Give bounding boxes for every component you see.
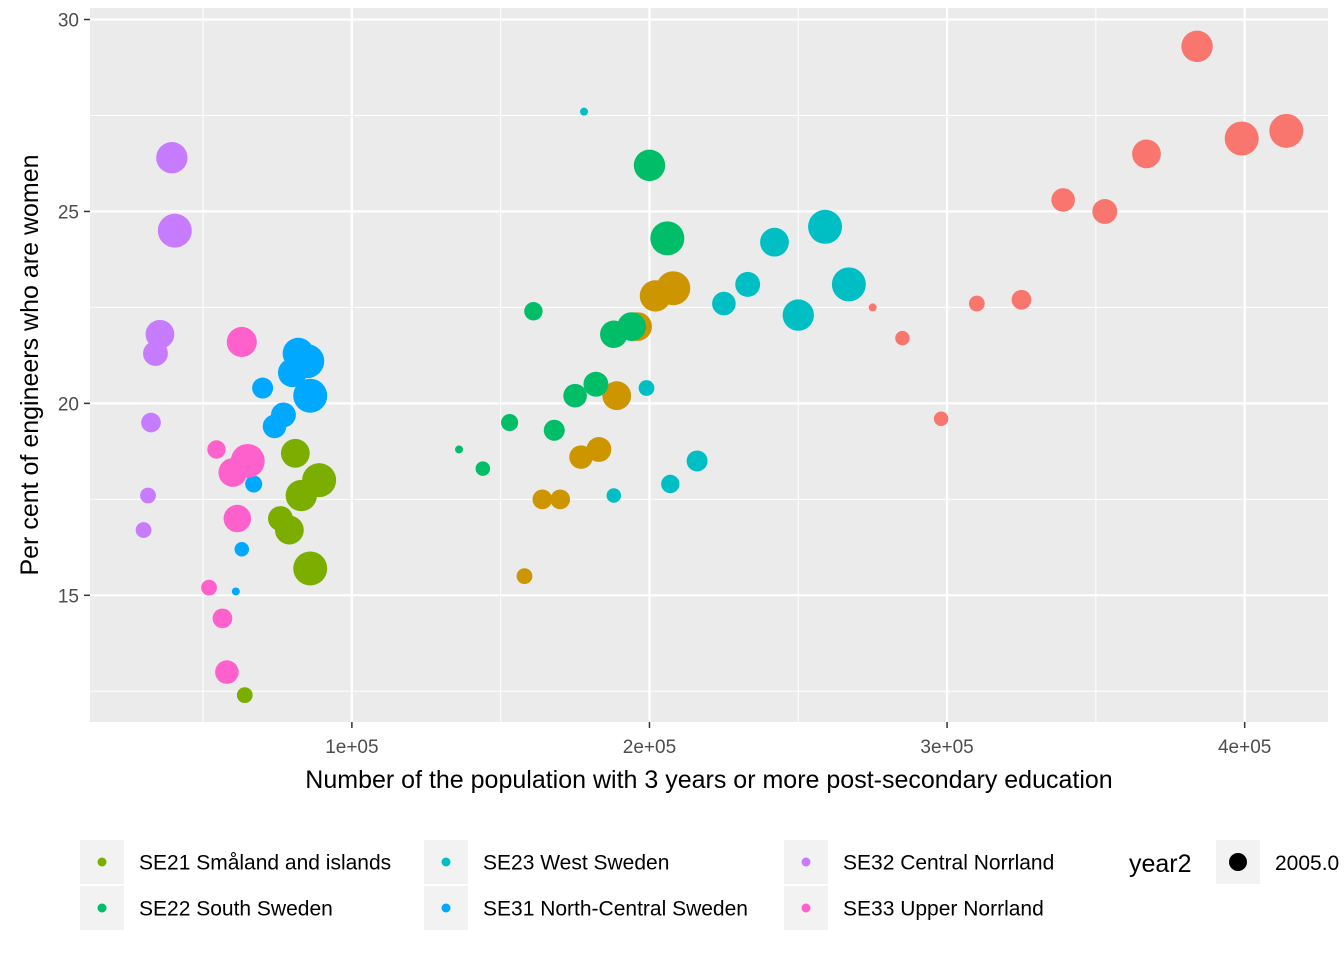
y-tick-label: 20 xyxy=(58,394,79,415)
legend-swatch-se23 xyxy=(441,857,451,867)
legend-swatch-se32 xyxy=(801,857,811,867)
data-point-se32 xyxy=(156,142,188,174)
data-point-se23 xyxy=(686,450,708,472)
data-point-se33 xyxy=(212,608,233,629)
data-point-se11 xyxy=(933,411,949,426)
data-point-se31 xyxy=(293,378,328,413)
data-point-se23 xyxy=(831,267,866,302)
size-legend-swatch xyxy=(1229,853,1247,871)
data-point-se21 xyxy=(302,463,337,498)
legend-label-se31: SE31 North-Central Sweden xyxy=(483,898,748,921)
y-axis-title: Per cent of engineers who are women xyxy=(16,154,44,575)
data-point-se23 xyxy=(782,299,814,331)
legend-swatch-se21 xyxy=(97,857,107,867)
data-point-se11 xyxy=(1011,289,1032,310)
legend-swatch-se31 xyxy=(441,903,451,913)
data-point-se23 xyxy=(808,209,843,244)
data-point-se33 xyxy=(226,326,257,358)
data-point-se33 xyxy=(223,504,252,533)
data-point-se11 xyxy=(868,303,877,312)
data-point-se31 xyxy=(290,344,325,379)
data-point-se21 xyxy=(236,687,253,704)
data-point-se31 xyxy=(234,542,250,557)
data-point-se11 xyxy=(1181,30,1213,63)
data-point-se22 xyxy=(455,445,464,454)
data-point-se11 xyxy=(1132,139,1161,169)
data-point-se32 xyxy=(141,412,161,433)
data-point-se11 xyxy=(968,295,985,312)
data-point-se31 xyxy=(270,402,296,428)
legend-label-se32: SE32 Central Norrland xyxy=(843,852,1054,875)
data-point-se31 xyxy=(231,587,240,596)
data-point-se22 xyxy=(563,383,587,408)
data-point-se12 xyxy=(586,437,612,462)
data-point-se31 xyxy=(245,475,263,493)
x-tick-label: 3e+05 xyxy=(920,737,973,758)
data-point-se23 xyxy=(712,291,736,316)
data-point-se22 xyxy=(583,371,609,397)
data-point-se12 xyxy=(516,568,533,585)
data-points xyxy=(135,30,1304,704)
data-point-se22 xyxy=(524,302,543,321)
x-tick-label: 4e+05 xyxy=(1218,737,1271,758)
data-point-se23 xyxy=(580,107,589,116)
data-point-se12 xyxy=(532,489,553,510)
data-point-se32 xyxy=(157,213,192,248)
data-point-se12 xyxy=(656,271,691,306)
data-point-se22 xyxy=(475,461,491,476)
data-point-se33 xyxy=(215,660,239,684)
data-point-se21 xyxy=(293,551,328,586)
legend-swatch-se33 xyxy=(801,903,811,913)
legend-label-se33: SE33 Upper Norrland xyxy=(843,898,1044,921)
data-point-se11 xyxy=(895,330,910,346)
data-point-se23 xyxy=(760,227,789,257)
data-point-se21 xyxy=(274,515,304,545)
size-legend-label: 2005.0 xyxy=(1275,852,1339,875)
data-point-se32 xyxy=(145,319,175,349)
data-point-se11 xyxy=(1269,113,1304,148)
data-point-se32 xyxy=(140,487,156,504)
x-axis-title: Number of the population with 3 years or… xyxy=(305,766,1112,794)
data-point-se11 xyxy=(1051,188,1075,212)
x-tick-label: 1e+05 xyxy=(325,737,378,758)
data-point-se11 xyxy=(1224,121,1259,156)
data-point-se11 xyxy=(1092,199,1118,224)
y-tick-label: 30 xyxy=(58,11,79,32)
data-point-se31 xyxy=(252,377,274,399)
legend-swatch-se22 xyxy=(97,903,107,913)
data-point-se32 xyxy=(135,522,152,538)
data-point-se12 xyxy=(550,489,571,510)
legend-label-se23: SE23 West Sweden xyxy=(483,852,669,875)
data-point-se21 xyxy=(280,438,310,468)
size-legend-title: year2 xyxy=(1129,850,1192,878)
data-point-se22 xyxy=(501,414,519,432)
gridlines xyxy=(90,8,1328,722)
data-point-se23 xyxy=(661,474,680,494)
legend-label-se22: SE22 South Sweden xyxy=(139,898,333,921)
data-point-se23 xyxy=(735,271,761,297)
x-tick-label: 2e+05 xyxy=(623,737,676,758)
y-tick-label: 25 xyxy=(58,202,79,223)
data-point-se22 xyxy=(617,312,647,342)
data-point-se33 xyxy=(230,443,265,478)
y-tick-label: 15 xyxy=(58,586,79,607)
data-point-se33 xyxy=(201,579,217,596)
axes: 1e+05 2e+05 3e+05 4e+05 15 20 25 30 xyxy=(58,11,1272,758)
legend-label-se21: SE21 Småland and islands xyxy=(139,852,391,875)
data-point-se22 xyxy=(543,419,565,441)
legend: SE11 StockholmSE12 East-Central SwedenSE… xyxy=(80,840,1339,930)
data-point-se22 xyxy=(633,149,666,182)
data-point-se33 xyxy=(207,440,226,459)
data-point-se22 xyxy=(650,221,685,256)
data-point-se23 xyxy=(606,488,622,503)
data-point-se23 xyxy=(638,380,655,396)
data-point-se12 xyxy=(602,381,632,411)
